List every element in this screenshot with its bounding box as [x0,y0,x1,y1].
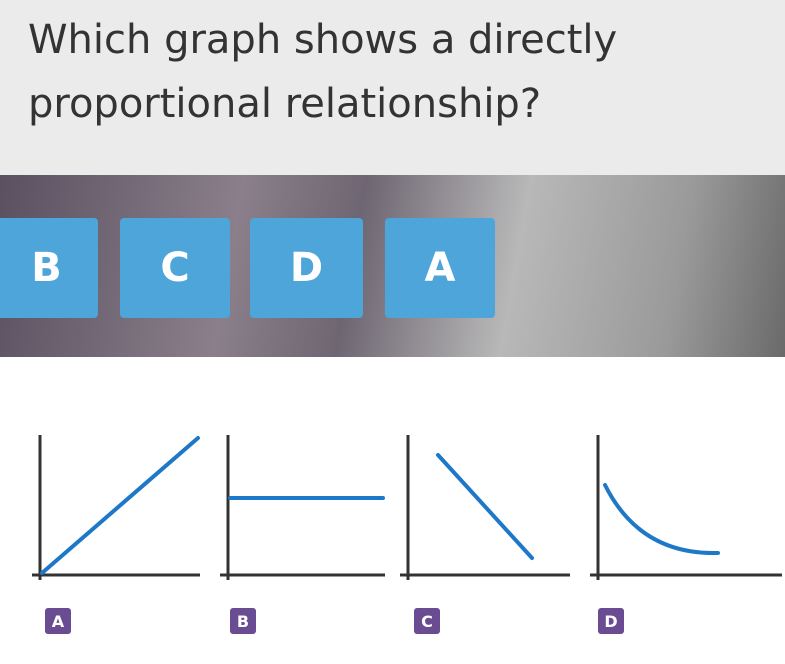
answer-button[interactable]: A [385,218,495,318]
answer-button[interactable]: D [250,218,363,318]
graphs [32,435,782,580]
graph-label: D [598,608,624,634]
answer-button[interactable]: B [0,218,98,318]
graph-label: C [414,608,440,634]
question: Which graph shows a directly proportiona… [0,0,785,175]
graph-label: B [230,608,256,634]
answer-button[interactable]: C [120,218,230,318]
graph-label: A [45,608,71,634]
